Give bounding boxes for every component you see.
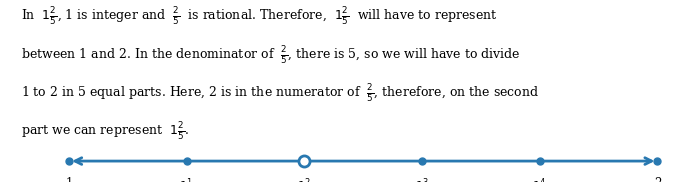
Text: In  $1\frac{2}{5}$, 1 is integer and  $\frac{2}{5}$  is rational. Therefore,  $1: In $1\frac{2}{5}$, 1 is integer and $\fr… [21,5,498,27]
Text: part we can represent  $1\frac{2}{5}$.: part we can represent $1\frac{2}{5}$. [21,120,189,142]
Text: $1\frac{3}{5}$: $1\frac{3}{5}$ [415,177,430,182]
Text: $1\frac{1}{5}$: $1\frac{1}{5}$ [179,177,194,182]
Text: 1 to 2 in 5 equal parts. Here, 2 is in the numerator of  $\frac{2}{5}$, therefor: 1 to 2 in 5 equal parts. Here, 2 is in t… [21,82,539,104]
Text: between 1 and 2. In the denominator of  $\frac{2}{5}$, there is 5, so we will ha: between 1 and 2. In the denominator of $… [21,44,520,66]
Text: 1: 1 [66,177,73,182]
Text: 2: 2 [654,177,661,182]
Text: $1\frac{2}{5}$: $1\frac{2}{5}$ [297,177,312,182]
Text: $1\frac{4}{5}$: $1\frac{4}{5}$ [532,177,547,182]
